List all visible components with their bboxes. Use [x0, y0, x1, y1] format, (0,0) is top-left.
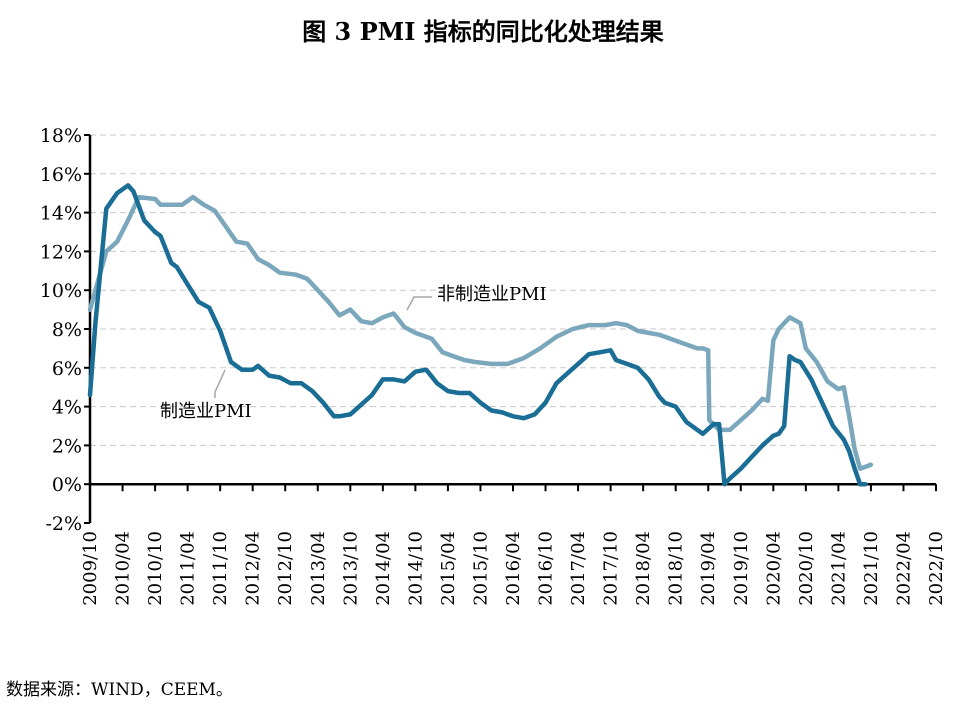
y-tick-label: 12% — [40, 241, 82, 263]
x-tick-label: 2010/10 — [145, 531, 166, 606]
x-tick-label: 2011/10 — [210, 531, 231, 606]
x-tick-label: 2018/04 — [633, 531, 654, 606]
y-tick-label: 0% — [52, 474, 82, 496]
y-tick-label: 10% — [40, 280, 82, 302]
y-tick-label: -2% — [45, 513, 82, 535]
x-tick-label: 2021/04 — [828, 531, 849, 606]
x-tick-label: 2011/04 — [178, 531, 199, 606]
x-tick-label: 2016/04 — [503, 531, 524, 606]
x-tick-label: 2014/10 — [405, 531, 426, 606]
x-tick-label: 2022/10 — [926, 531, 947, 606]
manufacturing-pmi-label: 制造业PMI — [160, 401, 252, 422]
leader-line — [214, 369, 226, 398]
x-tick-label: 2012/04 — [243, 531, 264, 606]
x-tick-label: 2015/10 — [470, 531, 491, 606]
x-tick-label: 2009/10 — [80, 531, 101, 606]
y-tick-label: 6% — [52, 358, 82, 380]
non-manufacturing-pmi-line — [87, 194, 874, 471]
x-tick-label: 2020/10 — [796, 531, 817, 606]
x-tick-label: 2017/10 — [601, 531, 622, 606]
x-tick-label: 2013/10 — [340, 531, 361, 606]
x-tick-label: 2017/04 — [568, 531, 589, 606]
x-tick-label: 2013/04 — [308, 531, 329, 606]
source-note: 数据来源：WIND，CEEM。 — [6, 680, 233, 700]
x-tick-label: 2019/10 — [731, 531, 752, 606]
x-tick-label: 2012/10 — [275, 531, 296, 606]
chart-title: 图 3 PMI 指标的同比化处理结果 — [302, 17, 664, 46]
x-tick-label: 2021/10 — [861, 531, 882, 606]
x-tick-label: 2016/10 — [536, 531, 557, 606]
x-tick-label: 2010/04 — [113, 531, 134, 606]
x-tick-label: 2014/04 — [373, 531, 394, 606]
y-tick-label: 2% — [52, 435, 82, 457]
leader-line — [406, 296, 432, 311]
y-tick-label: 8% — [52, 319, 82, 341]
non-manufacturing-pmi-label: 非制造业PMI — [437, 284, 547, 305]
x-tick-label: 2018/10 — [666, 531, 687, 606]
y-tick-label: 14% — [40, 203, 82, 225]
x-tick-label: 2022/04 — [893, 531, 914, 606]
y-tick-label: 4% — [52, 397, 82, 419]
manufacturing-pmi-line — [87, 183, 868, 487]
x-tick-label: 2015/04 — [438, 531, 459, 606]
x-tick-label: 2019/04 — [698, 531, 719, 606]
x-tick-label: 2020/04 — [763, 531, 784, 606]
y-tick-label: 18% — [40, 125, 82, 147]
y-tick-label: 16% — [40, 164, 82, 186]
